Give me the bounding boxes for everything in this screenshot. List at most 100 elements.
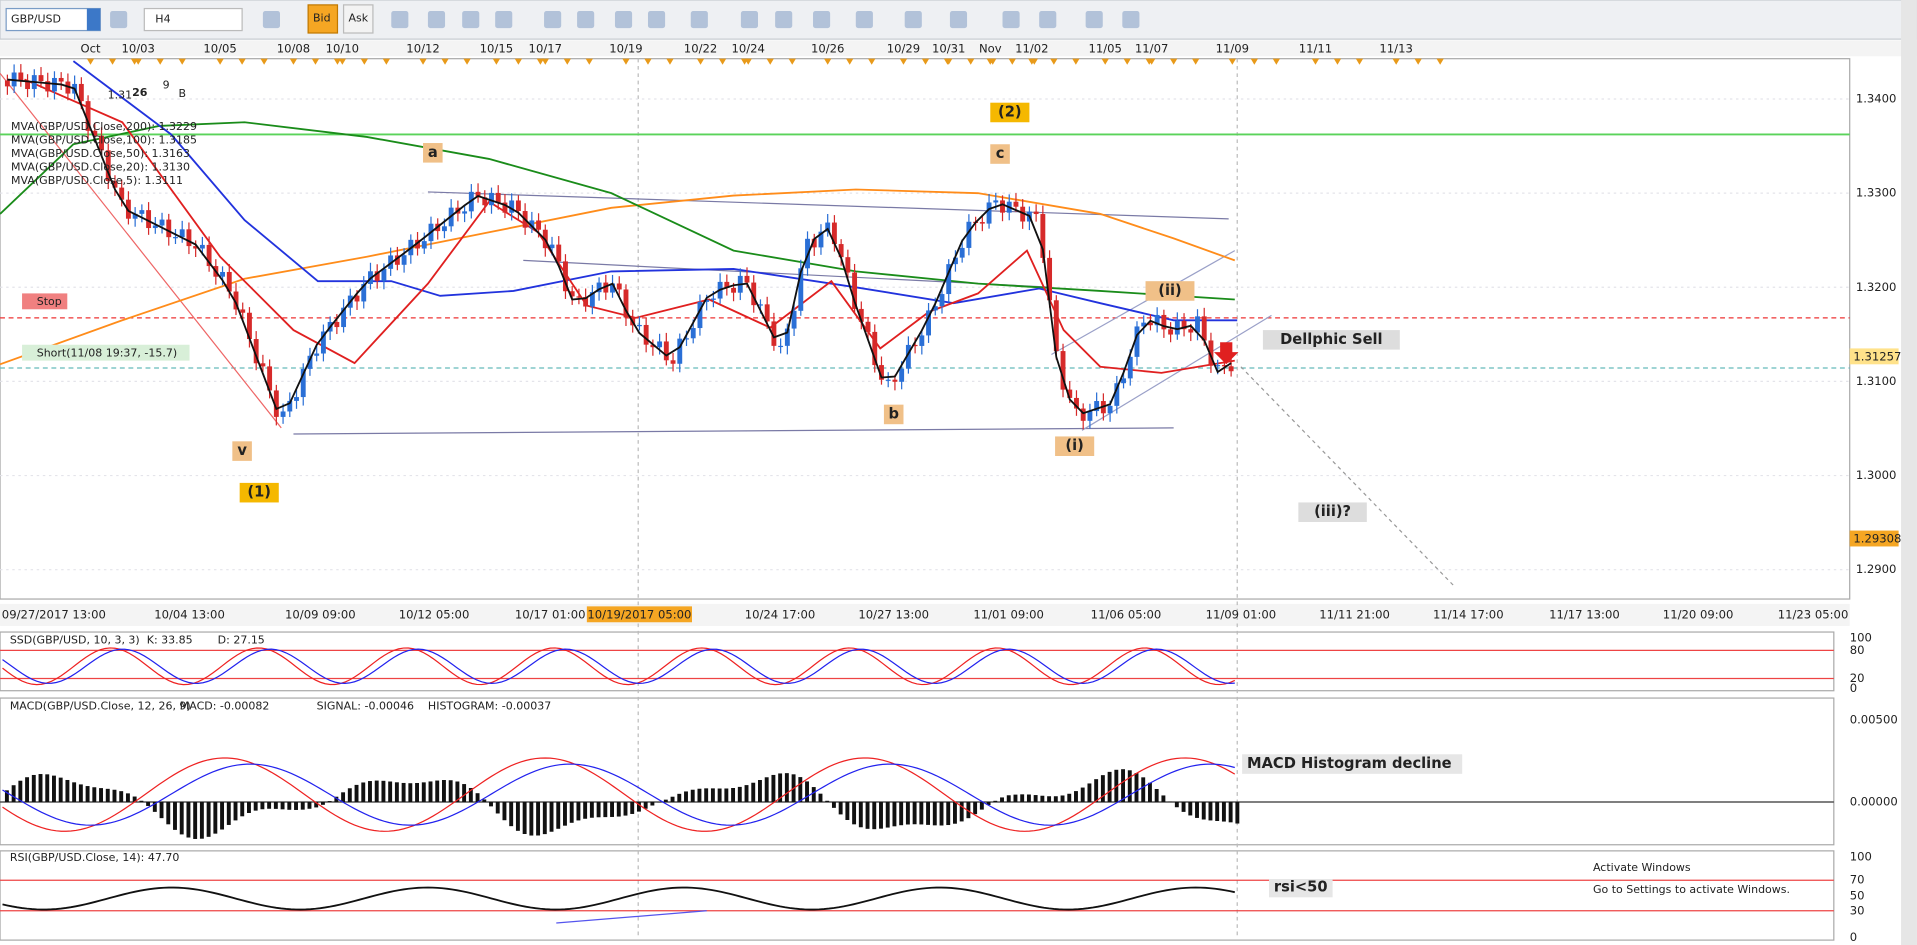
candle-body: [374, 271, 380, 281]
bid-button[interactable]: [307, 4, 339, 34]
axis-label: 0: [1850, 681, 1857, 695]
tool-icon[interactable]: [904, 11, 922, 29]
candle-body: [240, 309, 246, 313]
tool-icon[interactable]: [391, 11, 409, 29]
time-highlight-label: 10/19/2017 05:00: [587, 607, 691, 621]
tool-icon[interactable]: [740, 11, 759, 29]
price-tag-text: 1.29308: [1853, 532, 1901, 546]
candle-body: [946, 264, 952, 295]
tool-icon[interactable]: [614, 11, 633, 29]
annotation: (1): [247, 484, 271, 501]
stochastic-panel: [0, 631, 1835, 692]
date-marker: [541, 58, 549, 65]
panel-title: SSD(GBP/USD, 10, 3, 3): [10, 634, 140, 647]
candle-body: [784, 328, 790, 346]
candle-body: [563, 261, 568, 292]
candle-body: [838, 244, 844, 258]
histogram-bar: [1208, 801, 1213, 821]
candle-body: [663, 341, 669, 361]
tool-icon[interactable]: [775, 11, 793, 29]
histogram-bar: [139, 800, 144, 802]
candle-body: [45, 81, 51, 92]
time-label: 11/06 05:00: [1091, 607, 1162, 621]
histogram-bar: [509, 801, 514, 827]
scrollbar[interactable]: [1901, 0, 1917, 945]
time-label: 11/23 05:00: [1778, 607, 1849, 621]
histogram-bar: [368, 781, 372, 802]
date-marker: [178, 58, 186, 65]
candle-body: [798, 268, 804, 311]
tool-icon[interactable]: [427, 11, 446, 29]
histogram-bar: [542, 801, 547, 835]
wedge-line: [1081, 314, 1272, 431]
candle-body: [596, 282, 602, 293]
candle-body: [657, 341, 663, 348]
histogram-bar: [11, 785, 16, 802]
time-axis: [0, 603, 1850, 626]
histogram-bar: [273, 801, 278, 809]
tool-icon[interactable]: [462, 11, 480, 29]
top-date: 10/08: [277, 41, 310, 55]
histogram-bar: [650, 801, 655, 806]
symbol-dropdown[interactable]: [86, 8, 101, 31]
histogram-bar: [1154, 788, 1159, 802]
tool-icon[interactable]: [1039, 11, 1057, 29]
candle-body: [764, 304, 770, 322]
candle-body: [1000, 200, 1005, 213]
histogram-bar: [401, 782, 406, 802]
histogram-bar: [636, 801, 641, 812]
tool-icon[interactable]: [855, 11, 873, 29]
histogram-bar: [65, 779, 70, 802]
tool-icon[interactable]: [1085, 11, 1103, 29]
histogram-bar: [563, 801, 567, 826]
price-tag-text: 1.31257: [1853, 349, 1901, 363]
date-marker: [1072, 58, 1080, 65]
candle-body: [710, 298, 716, 300]
histogram-bar: [623, 801, 628, 816]
histogram-bar: [1060, 795, 1065, 802]
histogram-bar: [341, 792, 346, 802]
tool-icon[interactable]: [1122, 11, 1140, 29]
histogram-bar: [858, 801, 863, 828]
timeframe-box[interactable]: [143, 7, 243, 32]
histogram-bar: [778, 773, 783, 802]
tool-icon[interactable]: [110, 11, 128, 29]
tool-icon[interactable]: [949, 11, 968, 29]
tool-icon[interactable]: [262, 11, 281, 29]
tool-icon[interactable]: [577, 11, 595, 29]
ask-button[interactable]: [342, 4, 374, 34]
tool-icon[interactable]: [495, 11, 513, 29]
histogram-bar: [475, 793, 480, 802]
candle-body: [78, 83, 84, 102]
candle-body: [1020, 206, 1026, 222]
tool-icon[interactable]: [690, 11, 708, 29]
histogram-bar: [1127, 770, 1132, 802]
date-marker: [1414, 58, 1422, 65]
date-marker: [1272, 58, 1281, 65]
date-marker: [824, 58, 832, 65]
histogram-bar: [731, 787, 736, 802]
candle-body: [966, 221, 972, 248]
tool-icon[interactable]: [544, 11, 562, 29]
candle-body: [583, 297, 589, 307]
histogram-bar: [361, 782, 366, 802]
histogram-bar: [899, 801, 904, 826]
date-marker: [1008, 58, 1016, 65]
histogram-bar: [1033, 795, 1038, 802]
histogram-bar: [435, 780, 440, 802]
date-marker: [441, 58, 449, 65]
candle-body: [441, 226, 447, 232]
histogram-bar: [394, 782, 399, 802]
candle-body: [858, 308, 864, 322]
tool-icon[interactable]: [813, 11, 831, 29]
watermark-subtitle: Go to Settings to activate Windows.: [1593, 883, 1790, 896]
date-marker: [514, 58, 523, 65]
candle-body: [334, 321, 340, 328]
histogram-bar: [193, 801, 198, 839]
histogram-bar: [1020, 794, 1025, 802]
histogram-bar: [946, 801, 951, 826]
histogram-bar: [31, 774, 36, 802]
candle-body: [475, 191, 481, 198]
tool-icon[interactable]: [1002, 11, 1020, 29]
tool-icon[interactable]: [647, 11, 666, 29]
